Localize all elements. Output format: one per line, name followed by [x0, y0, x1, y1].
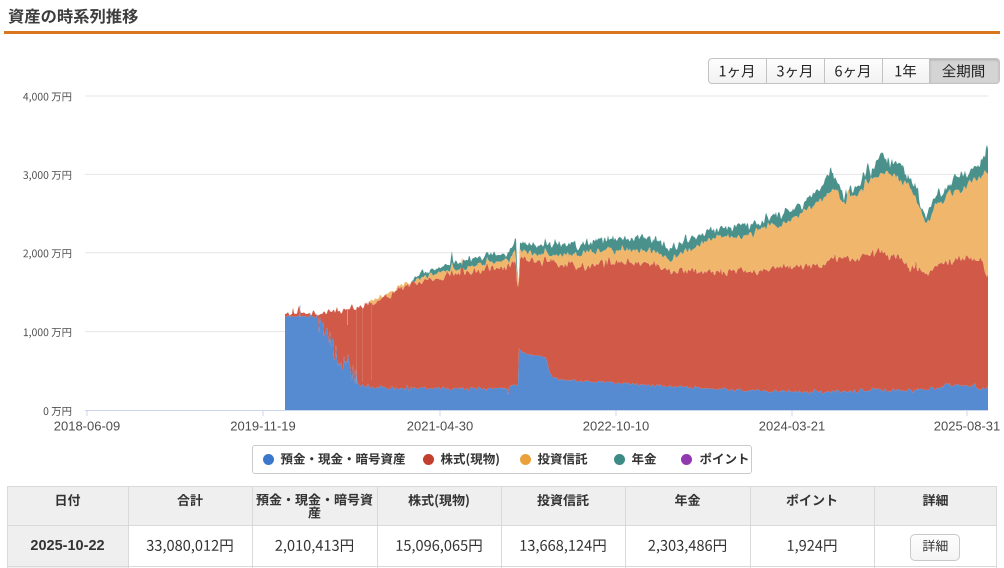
svg-text:2022-10-10: 2022-10-10 [583, 419, 650, 434]
svg-text:2024-03-21: 2024-03-21 [759, 419, 826, 434]
svg-text:2018-06-09: 2018-06-09 [54, 419, 121, 434]
svg-text:2021-04-30: 2021-04-30 [407, 419, 474, 434]
svg-text:2019-11-19: 2019-11-19 [230, 419, 296, 434]
svg-text:2025-08-31: 2025-08-31 [934, 419, 1001, 434]
